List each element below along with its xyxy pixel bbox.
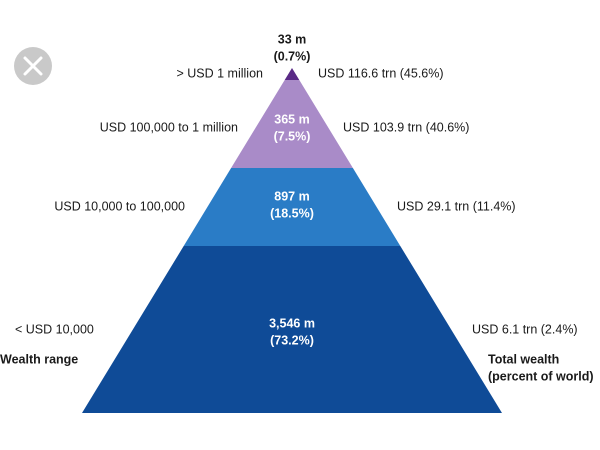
share: (18.5%): [270, 206, 314, 220]
share: (73.2%): [270, 333, 314, 347]
population: 33 m: [278, 32, 307, 46]
range-label: USD 10,000 to 100,000: [54, 199, 185, 213]
wealth-heading: Total wealth: [488, 352, 559, 366]
wealth-label: USD 116.6 trn (45.6%): [318, 66, 444, 80]
population: 365 m: [274, 112, 309, 126]
range-label: > USD 1 million: [177, 66, 264, 80]
close-button[interactable]: [14, 47, 52, 85]
wealth-label: USD 29.1 trn (11.4%): [397, 199, 516, 213]
population: 897 m: [274, 189, 309, 203]
close-icon[interactable]: [23, 56, 43, 76]
tier-top: [284, 68, 300, 80]
range-label: < USD 10,000: [15, 322, 94, 336]
share: (0.7%): [274, 49, 311, 63]
range-heading: Wealth range: [0, 352, 78, 366]
tier-upper: [231, 80, 353, 168]
population: 3,546 m: [269, 316, 315, 330]
range-label: USD 100,000 to 1 million: [100, 120, 238, 134]
tier-base: [82, 246, 502, 413]
wealth-heading: (percent of world): [488, 369, 594, 383]
tier-middle: [183, 168, 401, 246]
wealth-label: USD 6.1 trn (2.4%): [472, 322, 578, 336]
wealth-label: USD 103.9 trn (40.6%): [343, 120, 469, 134]
share: (7.5%): [274, 129, 311, 143]
